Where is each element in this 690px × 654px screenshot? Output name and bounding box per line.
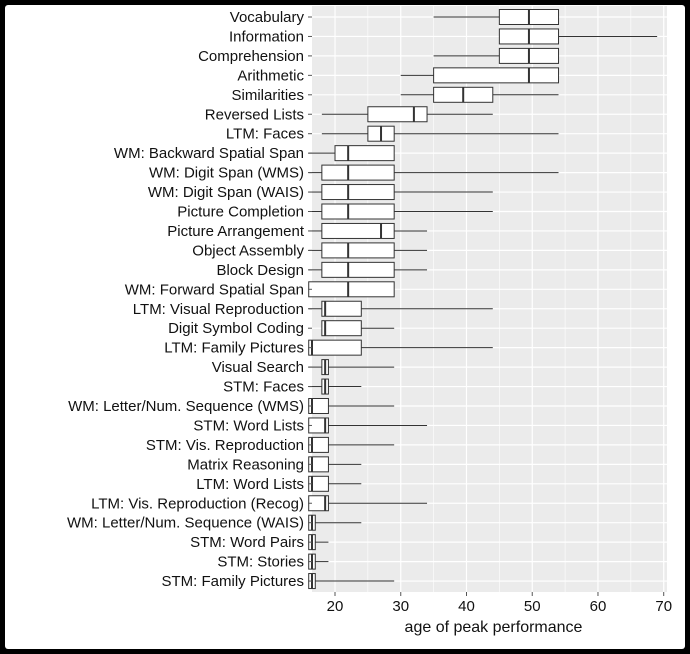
box-rect: [367, 106, 428, 123]
x-tick-label: 40: [458, 598, 475, 615]
category-label: Picture Completion: [177, 204, 304, 221]
x-axis-label: age of peak performance: [405, 619, 583, 636]
category-label: STM: Vis. Reproduction: [146, 437, 304, 454]
box-rect: [308, 339, 362, 356]
box-picture-completion: [308, 203, 493, 220]
box-vocabulary: [433, 9, 560, 25]
category-label: Picture Arrangement: [167, 223, 305, 240]
box-rect: [321, 242, 395, 259]
category-label: Matrix Reasoning: [187, 456, 304, 473]
category-label: STM: Stories: [217, 554, 304, 571]
category-label: Comprehension: [198, 48, 304, 65]
box-picture-arrangement: [308, 222, 428, 239]
category-label: WM: Digit Span (WAIS): [148, 184, 304, 201]
category-label: Digit Symbol Coding: [168, 320, 304, 337]
box-rect: [321, 184, 395, 201]
category-labels: Vocabulary Information Comprehension Arithm…: [67, 9, 312, 590]
category-label: LTM: Family Pictures: [164, 340, 304, 357]
category-label: LTM: Visual Reproduction: [133, 301, 304, 318]
category-label: LTM: Word Lists: [196, 476, 304, 493]
box-block-design: [308, 261, 428, 278]
category-label: WM: Digit Span (WMS): [149, 165, 304, 182]
x-axis-ticks: 20 30 40 50 60 70: [327, 592, 672, 615]
category-label: Reversed Lists: [205, 106, 304, 123]
category-label: STM: Word Lists: [193, 417, 304, 434]
category-label: WM: Backward Spatial Span: [114, 145, 304, 162]
category-label: Object Assembly: [192, 242, 304, 259]
x-tick-label: 50: [524, 598, 541, 615]
box-wm-digit-span-wais: [308, 184, 493, 201]
box-wm-backward-spatial-span: [308, 145, 395, 162]
box-information: [498, 28, 658, 45]
box-rect: [321, 222, 395, 239]
box-wm-forward-spatial-span: [308, 281, 395, 298]
category-label: WM: Letter/Num. Sequence (WMS): [68, 398, 304, 415]
box-rect: [321, 320, 362, 337]
category-label: LTM: Faces: [226, 126, 304, 143]
box-similarities: [400, 86, 559, 103]
category-label: Block Design: [216, 262, 304, 279]
box-object-assembly: [308, 242, 428, 259]
category-label: WM: Letter/Num. Sequence (WAIS): [67, 515, 304, 532]
category-label: STM: Family Pictures: [161, 573, 304, 590]
plot-background: [312, 6, 667, 592]
box-reversed-lists: [321, 106, 493, 123]
category-label: Visual Search: [212, 359, 304, 376]
category-label: Similarities: [231, 87, 304, 104]
x-tick-label: 70: [655, 598, 672, 615]
box-rect: [334, 145, 395, 162]
category-label: STM: Word Pairs: [190, 534, 304, 551]
category-label: LTM: Vis. Reproduction (Recog): [91, 495, 304, 512]
box-ltm-visual-reproduction: [308, 300, 493, 317]
grid-lines: [312, 6, 667, 592]
box-rect: [321, 203, 395, 220]
box-rect: [321, 261, 395, 278]
box-comprehension: [433, 47, 560, 64]
x-tick-label: 20: [327, 598, 344, 615]
category-label: WM: Forward Spatial Span: [125, 281, 304, 298]
category-label: Information: [229, 28, 304, 45]
x-tick-label: 30: [392, 598, 409, 615]
box-digit-symbol-coding: [321, 320, 395, 337]
x-tick-label: 60: [590, 598, 607, 615]
box-rect: [308, 281, 395, 298]
box-wm-digit-span-wms: [308, 164, 559, 181]
category-label: Arithmetic: [237, 67, 304, 84]
box-rect: [433, 67, 560, 84]
box-rect: [321, 164, 395, 181]
box-rect: [321, 300, 362, 317]
box-ltm-faces: [321, 125, 559, 142]
category-label: STM: Faces: [223, 379, 304, 396]
category-label: Vocabulary: [230, 9, 305, 26]
box-arithmetic: [400, 67, 560, 84]
